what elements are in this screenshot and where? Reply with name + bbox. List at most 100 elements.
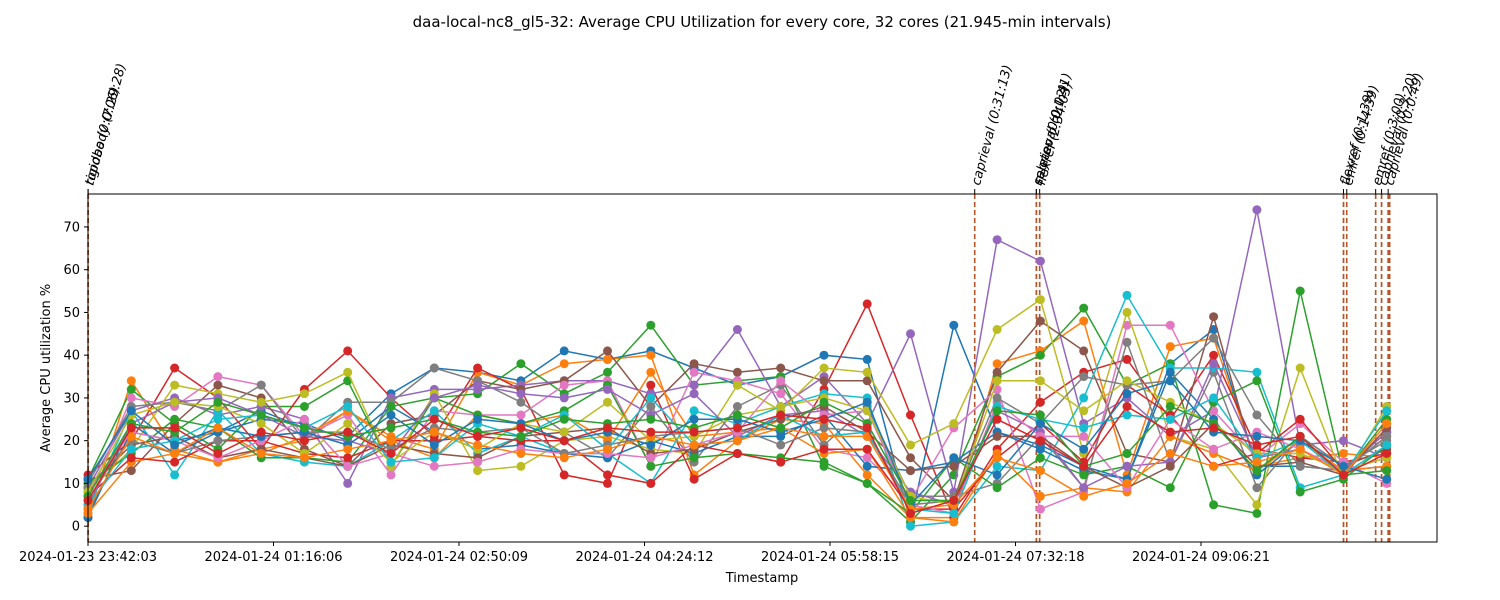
data-point xyxy=(516,449,526,458)
data-point xyxy=(862,453,872,463)
data-point xyxy=(1122,320,1132,330)
data-point xyxy=(992,414,1002,424)
data-point xyxy=(862,354,872,364)
data-point xyxy=(213,380,223,390)
data-point xyxy=(689,474,699,484)
data-point xyxy=(1035,295,1045,305)
data-point xyxy=(343,453,353,463)
data-point xyxy=(429,406,439,416)
data-point xyxy=(646,402,656,411)
data-point xyxy=(473,431,483,441)
data-point xyxy=(1122,376,1132,386)
data-point xyxy=(646,380,656,390)
data-point xyxy=(992,461,1002,471)
data-point xyxy=(126,431,136,441)
phase-markers: topoaa (0:0:06)rigidbody (7:29:28) caprie… xyxy=(82,62,1427,542)
data-point xyxy=(1079,470,1089,480)
data-point xyxy=(1079,423,1089,433)
data-point xyxy=(1382,440,1392,450)
data-point xyxy=(646,427,656,437)
data-point xyxy=(126,376,136,386)
phase-label: caprieval (0:31:13) xyxy=(969,63,1016,187)
data-point xyxy=(646,414,656,424)
y-tick-label: 60 xyxy=(63,263,80,278)
data-point xyxy=(126,406,136,416)
data-point xyxy=(689,440,699,450)
data-point xyxy=(126,423,136,433)
data-point xyxy=(170,380,180,390)
data-point xyxy=(1295,363,1305,373)
y-tick-label: 0 xyxy=(72,520,80,535)
phase-label: rigidbody (7:29:28) xyxy=(83,62,130,187)
data-point xyxy=(906,440,915,450)
data-point xyxy=(1079,461,1089,471)
data-point xyxy=(1165,320,1175,330)
data-point xyxy=(1122,402,1132,411)
data-point xyxy=(776,440,786,450)
data-point xyxy=(1252,466,1262,476)
data-point xyxy=(1295,487,1305,497)
x-tick-label: 2024-01-24 05:58:15 xyxy=(761,550,899,565)
data-point xyxy=(386,436,396,446)
data-point xyxy=(1122,461,1132,471)
x-tick-label: 2024-01-24 04:24:12 xyxy=(575,550,713,565)
data-point xyxy=(1165,402,1175,411)
data-point xyxy=(256,449,266,458)
data-point xyxy=(992,393,1002,403)
data-point xyxy=(949,461,959,471)
x-tick-label: 2024-01-23 23:42:03 xyxy=(19,550,157,565)
data-point xyxy=(862,444,872,454)
data-point xyxy=(299,414,309,424)
data-point xyxy=(473,466,483,476)
data-point xyxy=(386,457,396,467)
data-point xyxy=(992,325,1002,334)
data-point xyxy=(1035,436,1045,446)
data-point xyxy=(776,423,786,433)
chart-title: daa-local-nc8_gl5-32: Average CPU Utiliz… xyxy=(413,13,1112,32)
data-point xyxy=(1252,410,1262,420)
data-point xyxy=(1252,483,1262,493)
data-point xyxy=(1035,491,1045,501)
data-point xyxy=(213,423,223,433)
data-point xyxy=(429,461,439,471)
data-point xyxy=(1209,406,1219,416)
data-point xyxy=(992,431,1002,441)
data-point xyxy=(646,440,656,450)
data-point xyxy=(689,359,699,369)
data-point xyxy=(559,346,569,356)
data-point xyxy=(1079,316,1089,326)
y-tick-label: 10 xyxy=(63,477,80,492)
data-point xyxy=(429,414,439,424)
data-point xyxy=(906,453,915,463)
data-point xyxy=(1295,286,1305,296)
data-point xyxy=(1295,461,1305,471)
data-point xyxy=(992,483,1002,493)
data-point xyxy=(906,410,915,420)
data-point xyxy=(1035,316,1045,326)
data-point xyxy=(1252,205,1262,215)
data-point xyxy=(1209,444,1219,454)
data-point xyxy=(473,363,483,373)
data-point xyxy=(516,389,526,399)
data-point xyxy=(1122,354,1132,364)
data-point xyxy=(776,376,786,386)
series-13 xyxy=(83,376,1392,518)
data-point xyxy=(732,402,742,411)
data-point xyxy=(819,423,829,433)
data-point xyxy=(170,423,180,433)
data-point xyxy=(516,431,526,441)
data-point xyxy=(689,380,699,390)
data-point xyxy=(1338,461,1348,471)
data-point xyxy=(862,470,872,480)
data-point xyxy=(1035,444,1045,454)
plot-frame xyxy=(87,193,1438,543)
x-tick-label: 2024-01-24 07:32:18 xyxy=(946,550,1084,565)
data-point xyxy=(776,457,786,467)
series-12 xyxy=(83,367,1392,527)
data-point xyxy=(1035,453,1045,463)
series-lines xyxy=(83,205,1392,531)
data-point xyxy=(949,453,959,463)
data-point xyxy=(473,380,483,390)
data-point xyxy=(1209,461,1219,471)
